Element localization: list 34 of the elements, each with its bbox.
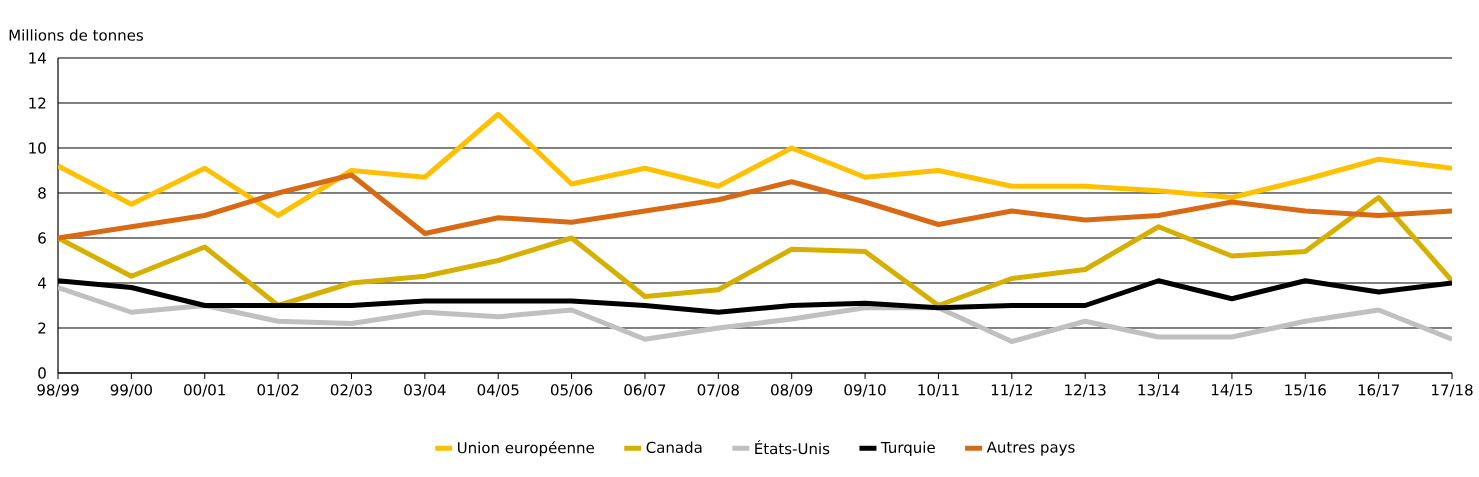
x-tick-label: 00/01: [184, 384, 225, 397]
y-tick-label: 4: [37, 277, 46, 289]
y-tick-label: 14: [29, 52, 46, 64]
x-tick-label: 04/05: [477, 384, 519, 397]
y-axis-title: Millions de tonnes: [9, 29, 143, 41]
y-tick-label: 8: [38, 187, 46, 199]
x-tick-label: 03/04: [404, 384, 446, 397]
x-tick-label: 09/10: [844, 384, 886, 397]
x-tick-label: 10/11: [918, 384, 959, 397]
x-tick-label: 16/17: [1358, 384, 1399, 397]
x-tick-label: 01/02: [257, 384, 299, 397]
x-tick-label: 98/99: [37, 384, 79, 397]
x-tick-label: 12/13: [1065, 384, 1106, 397]
x-tick-label: 14/15: [1211, 384, 1253, 397]
x-tick-label: 05/06: [550, 384, 593, 397]
y-tick-label: 0: [38, 367, 46, 379]
x-tick-label: 15/16: [1285, 384, 1326, 397]
x-tick-label: 02/03: [330, 384, 372, 397]
y-tick-label: 12: [29, 97, 46, 109]
legend-label: Turquie: [880, 441, 935, 456]
x-tick-label: 06/07: [624, 384, 666, 397]
x-tick-label: 13/14: [1138, 384, 1180, 397]
legend-label: États-Unis: [755, 440, 830, 455]
legend-label: Union européenne: [457, 441, 594, 457]
x-tick-label: 07/08: [697, 384, 739, 397]
x-tick-label: 99/00: [110, 384, 152, 397]
x-tick-label: 17/18: [1432, 384, 1473, 397]
y-tick-label: 2: [38, 322, 46, 334]
x-tick-label: 08/09: [771, 384, 813, 397]
legend-label: Canada: [646, 441, 702, 454]
legend-label: Autres pays: [986, 441, 1075, 456]
y-tick-label: 6: [38, 232, 46, 244]
y-tick-label: 10: [29, 142, 46, 154]
x-tick-label: 11/12: [991, 384, 1032, 397]
